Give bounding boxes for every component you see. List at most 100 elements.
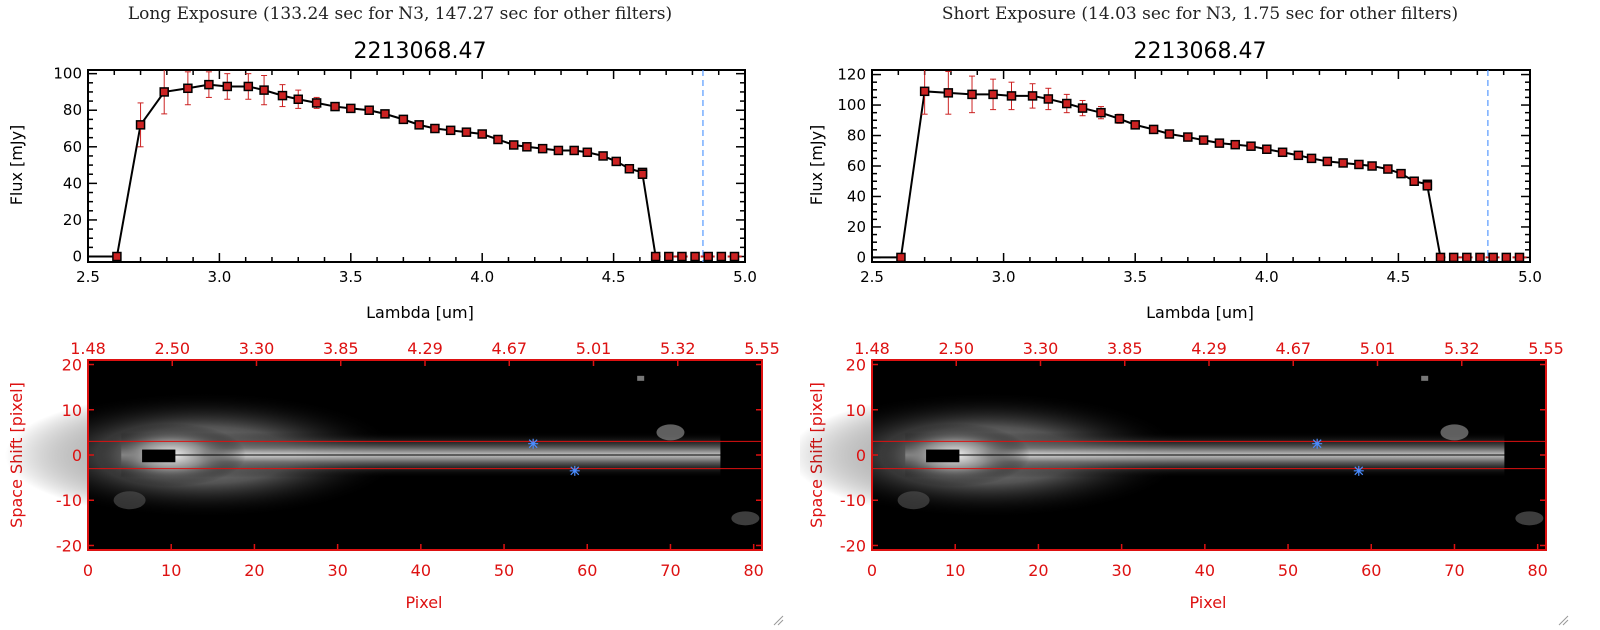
x-tick-label: 30 (327, 561, 347, 580)
x-tick-label: 60 (1361, 561, 1381, 580)
data-point (1422, 181, 1433, 191)
y-tick-label: 80 (63, 101, 82, 119)
y-tick-label: -10 (840, 491, 866, 510)
data-point (380, 109, 390, 119)
x-tick-label: 3.0 (992, 268, 1016, 286)
data-point (1367, 161, 1377, 171)
data-point (582, 147, 593, 158)
data-point (346, 103, 356, 114)
data-point (414, 120, 424, 130)
data-point (1501, 252, 1512, 263)
data-point (729, 251, 740, 262)
panel-header: Long Exposure (133.24 sec for N3, 147.27… (127, 4, 673, 24)
x-tick-label: 0 (83, 561, 93, 580)
data-point (1027, 91, 1038, 101)
masked-pixels (142, 449, 176, 463)
x-tick-label: 80 (1527, 561, 1547, 580)
y-tick-label: 10 (62, 401, 82, 420)
y-tick-label: 60 (847, 157, 866, 175)
data-point (1354, 159, 1364, 170)
x-tick-label: 2.5 (76, 268, 100, 286)
y-tick-label: 60 (63, 138, 82, 156)
data-point (690, 251, 700, 262)
data-point (1164, 129, 1175, 139)
series-line (872, 90, 1442, 259)
data-point (611, 156, 621, 167)
data-point (522, 142, 532, 152)
data-point (1475, 252, 1485, 263)
x-tick-label: 70 (660, 561, 680, 580)
y-axis-label: Flux [mJy] (807, 125, 826, 206)
data-point (896, 252, 906, 263)
y-tick-label: 0 (856, 446, 866, 465)
data-point (1322, 156, 1333, 167)
star-marker-icon (569, 465, 580, 476)
x-tick-label: 10 (945, 561, 965, 580)
faint-blob (1515, 511, 1544, 526)
data-point (1062, 98, 1072, 109)
y-tick-label: 20 (847, 218, 866, 236)
faint-blob (1440, 424, 1469, 441)
data-point (445, 125, 456, 136)
data-point (398, 114, 409, 125)
data-point (204, 79, 214, 90)
data-point (1262, 144, 1272, 154)
data-point (1293, 150, 1304, 161)
faint-blob (113, 491, 146, 510)
long-exposure-panel: Long Exposure (133.24 sec for N3, 147.27… (4, 4, 784, 626)
x-axis-label: Lambda [um] (366, 303, 474, 322)
x-tick-label: 4.5 (1386, 268, 1410, 286)
data-point (1096, 107, 1106, 118)
data-point (1043, 94, 1054, 104)
data-point (637, 169, 648, 179)
x-tick-label: 80 (743, 561, 763, 580)
spectral-image: Pixel Space Shift [pixel] 01020304050607… (4, 339, 780, 612)
data-point (1396, 168, 1406, 179)
data-point (650, 251, 661, 262)
data-point (664, 251, 674, 262)
y-tick-label: -20 (840, 536, 866, 555)
y-tick-label: 80 (847, 127, 866, 145)
data-point (988, 89, 998, 100)
data-point (159, 87, 169, 97)
top-tick-label: 2.50 (154, 339, 190, 358)
data-point (364, 105, 374, 115)
top-tick-label: 5.32 (660, 339, 696, 358)
panel-header: Short Exposure (14.03 sec for N3, 1.75 s… (941, 4, 1459, 24)
data-point (943, 88, 954, 98)
y-tick-label: 100 (837, 96, 866, 114)
data-point (277, 90, 288, 101)
data-point (1077, 103, 1088, 113)
top-tick-label: 5.32 (1444, 339, 1480, 358)
x-tick-label: 60 (577, 561, 597, 580)
data-point (1183, 132, 1193, 142)
data-point (1338, 158, 1348, 168)
data-point (493, 134, 503, 145)
y-tick-label: 10 (846, 401, 866, 420)
spectrum-chart: 2213068.47 Lambda [um] Flux [mJy] 2.5 3.0… (807, 39, 1542, 322)
data-point (508, 140, 519, 150)
data-point (624, 163, 635, 174)
data-point (1277, 147, 1288, 158)
top-tick-label: 4.29 (407, 339, 443, 358)
data-point (1448, 252, 1459, 263)
data-point (1230, 139, 1240, 150)
masked-pixels (926, 449, 960, 463)
x-tick-label: 0 (867, 561, 877, 580)
top-tick-label: 3.30 (1023, 339, 1059, 358)
data-point (183, 83, 193, 94)
x-tick-label: 3.0 (207, 268, 231, 286)
resize-grip-icon[interactable] (772, 614, 784, 626)
y-tick-label: -20 (56, 536, 82, 555)
data-point (330, 101, 340, 112)
resize-grip-icon[interactable] (1557, 614, 1569, 626)
x-tick-label: 30 (1111, 561, 1131, 580)
data-point (598, 151, 608, 161)
y-tick-label: 20 (846, 356, 866, 375)
spectral-image: Pixel Space Shift [pixel] 01020304050607… (800, 339, 1564, 612)
x-tick-label: 20 (244, 561, 264, 580)
y-axis-label: Flux [mJy] (7, 125, 26, 206)
data-point (112, 251, 122, 262)
data-point (1148, 124, 1159, 135)
x-tick-label: 2.5 (860, 268, 884, 286)
